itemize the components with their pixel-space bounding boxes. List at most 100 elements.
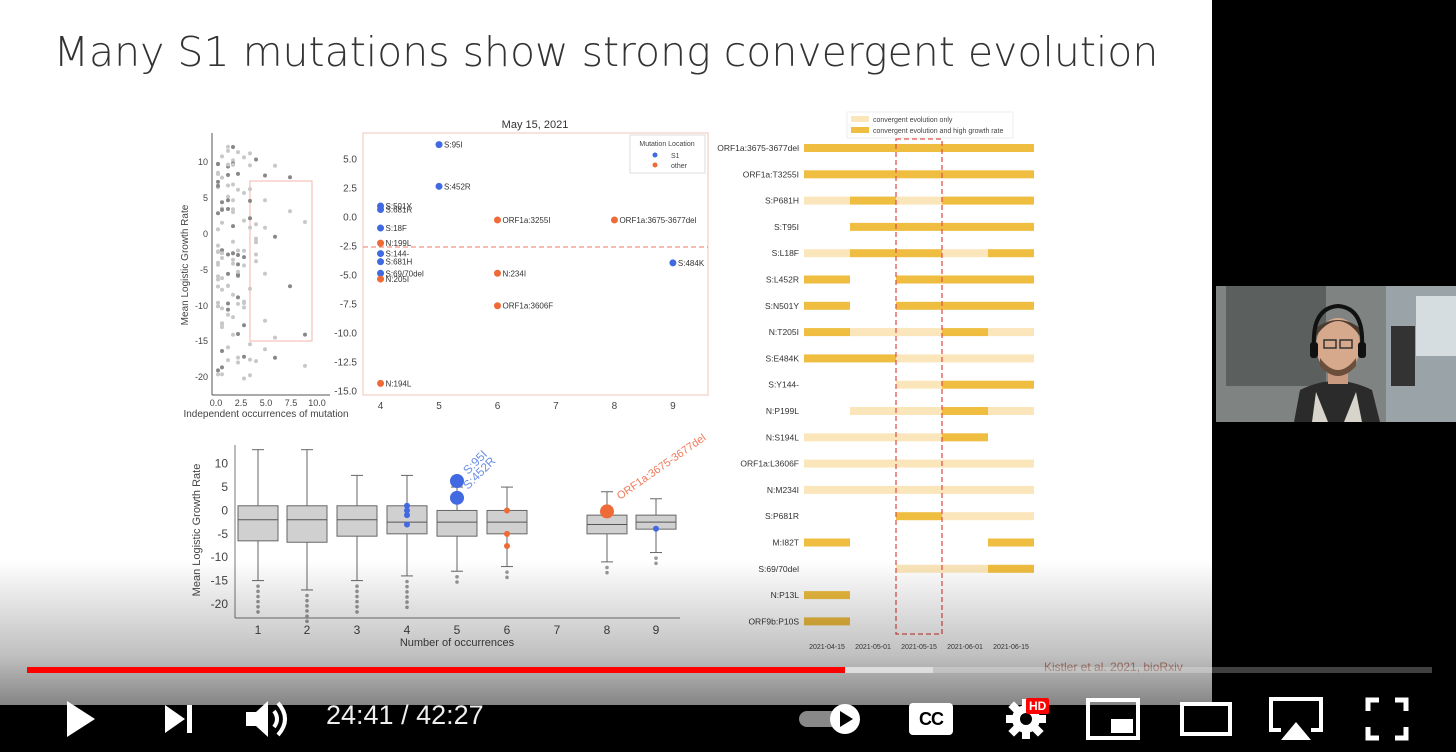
small-scatter-point — [226, 173, 230, 177]
timeline-segment — [804, 485, 850, 494]
small-scatter-point — [248, 357, 252, 362]
captions-button[interactable]: CC — [902, 690, 960, 748]
fullscreen-button[interactable] — [1360, 690, 1414, 748]
fullscreen-icon — [1365, 697, 1409, 741]
boxplot-ytick: 0 — [221, 503, 228, 517]
small-scatter-ylabel: Mean Logistic Growth Rate — [180, 204, 191, 325]
small-scatter-point — [216, 368, 220, 373]
main-scatter-ytick: 2.5 — [343, 184, 357, 195]
autoplay-toggle[interactable] — [796, 690, 866, 748]
small-scatter-point — [248, 216, 252, 221]
small-scatter-point — [220, 175, 224, 180]
main-scatter-point — [493, 269, 501, 277]
timeline-segment — [988, 144, 1034, 152]
boxplot-ytick: -15 — [211, 574, 229, 588]
timeline-legend-dark-label: convergent evolution and high growth rat… — [873, 128, 1003, 135]
small-scatter-point — [231, 239, 235, 244]
timeline-row-label: N:P13L — [771, 590, 800, 600]
small-scatter-point — [236, 253, 240, 257]
main-scatter-xtick: 8 — [612, 401, 618, 412]
airplay-button[interactable] — [1264, 690, 1328, 748]
main-scatter-point — [669, 259, 677, 267]
boxplot-ytick: -20 — [211, 597, 229, 611]
small-scatter-plot: 10 5 0 -5 -10 -15 -20 0.0 2.5 5.0 7.5 10… — [180, 133, 349, 420]
settings-button[interactable]: HD — [996, 690, 1056, 748]
boxplot-ytick: -5 — [217, 527, 228, 541]
timeline-segment — [896, 512, 942, 521]
timeline-segment — [850, 170, 896, 179]
volume-icon — [246, 701, 287, 737]
timeline-segment — [896, 433, 942, 442]
timeline-segment — [896, 301, 942, 310]
timeline-row-label: N:P199L — [766, 406, 799, 416]
time-separator: / — [401, 700, 409, 730]
small-scatter-highlight-box — [249, 180, 313, 342]
boxplot-outlier — [256, 604, 260, 609]
timeline-segment — [988, 249, 1034, 258]
slide-title: Many S1 mutations show strong convergent… — [53, 28, 1159, 76]
small-scatter-point — [236, 301, 240, 306]
boxplot-outlier — [455, 575, 459, 579]
boxplot-highlight-point — [404, 507, 410, 514]
next-button[interactable] — [152, 690, 204, 748]
boxplot-outlier — [256, 610, 260, 614]
small-scatter-point — [226, 162, 230, 167]
volume-button[interactable] — [238, 690, 298, 748]
miniplayer-button[interactable] — [1082, 690, 1144, 748]
timeline-segment — [988, 170, 1034, 179]
timeline-segment — [850, 485, 896, 494]
small-scatter-point — [231, 292, 235, 297]
boxplot-xtick: 6 — [504, 623, 511, 637]
boxplot-outlier — [305, 593, 309, 598]
boxplot-outlier — [355, 604, 359, 609]
small-scatter-point — [231, 251, 235, 256]
main-scatter-xtick: 6 — [495, 401, 501, 412]
small-scatter-point — [242, 255, 246, 260]
timeline-segment — [804, 275, 850, 284]
small-scatter-point — [216, 172, 220, 176]
small-scatter-point — [242, 155, 246, 160]
small-scatter-point — [226, 358, 230, 363]
legend-other-label: other — [671, 163, 688, 170]
timeline-row-label: N:M234I — [767, 485, 799, 495]
boxplot-outlier — [355, 594, 359, 599]
play-button[interactable] — [52, 690, 108, 748]
timeline-row-label: S:69/70del — [758, 564, 799, 574]
boxplot-highlight-point — [450, 474, 464, 489]
timeline-segment — [896, 275, 942, 284]
progress-bar[interactable] — [27, 667, 1432, 673]
small-scatter-ytick: 10 — [198, 157, 208, 167]
boxplot-xtick: 8 — [604, 623, 611, 637]
small-scatter-point — [220, 154, 224, 159]
main-scatter-ytick: -15.0 — [334, 387, 357, 398]
boxplot-outlier — [405, 600, 409, 604]
timeline-date-label: 2021-06-15 — [993, 644, 1029, 651]
main-scatter-ytick: -2.5 — [340, 242, 358, 253]
small-scatter-point — [236, 355, 240, 360]
small-scatter-point — [248, 151, 252, 156]
small-scatter-point — [231, 198, 235, 203]
boxplot-box — [286, 505, 328, 543]
timeline-segment — [942, 196, 988, 205]
boxplot-box — [436, 509, 478, 537]
main-scatter-point-label: N:205I — [386, 275, 410, 284]
boxplot-ytick: 5 — [221, 480, 228, 494]
timeline-segment — [942, 170, 988, 179]
boxplot-outlier — [405, 595, 409, 599]
main-scatter-title: May 15, 2021 — [502, 119, 569, 131]
small-scatter-point — [242, 218, 246, 223]
small-scatter-xlabel: Independent occurrences of mutation — [183, 409, 348, 420]
timeline-row-label: ORF9b:P10S — [748, 616, 799, 626]
small-scatter-point — [242, 305, 246, 310]
small-scatter-point — [231, 261, 235, 266]
small-scatter-point — [231, 207, 235, 212]
timeline-segment — [942, 564, 988, 573]
boxplot-outlier — [455, 580, 459, 584]
timeline-segment — [804, 433, 850, 442]
main-scatter-xtick: 4 — [378, 401, 384, 412]
small-scatter-point — [226, 271, 230, 276]
main-scatter-point-label: S:95I — [444, 141, 463, 150]
theater-mode-button[interactable] — [1176, 690, 1236, 748]
timeline-segment — [804, 144, 850, 152]
